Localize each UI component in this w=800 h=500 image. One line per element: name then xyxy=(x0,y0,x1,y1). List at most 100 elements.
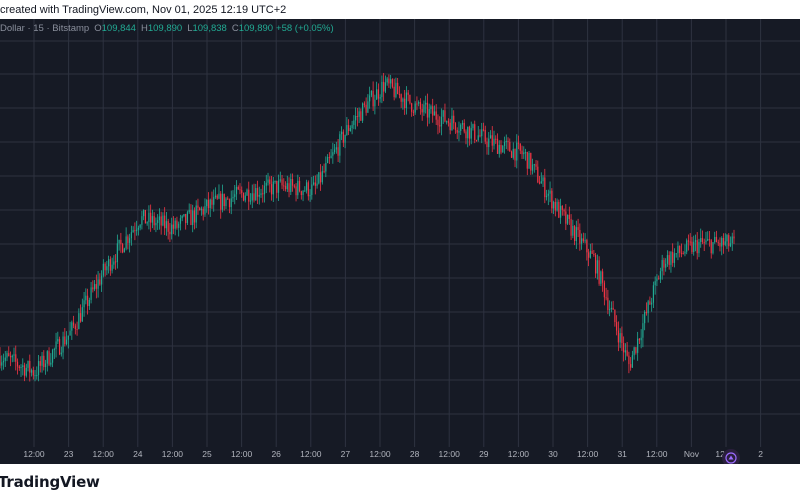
candle-up xyxy=(325,162,327,172)
candle-up xyxy=(263,185,266,195)
candle-down xyxy=(43,355,45,368)
candle-down xyxy=(538,182,541,184)
candle-up xyxy=(376,89,378,100)
candle-up xyxy=(50,362,52,365)
candle-up xyxy=(647,301,649,314)
candle-up xyxy=(340,131,343,135)
candle-up xyxy=(258,194,260,197)
candle-up xyxy=(213,197,215,205)
candle-up xyxy=(425,102,427,105)
candle-up xyxy=(139,224,141,228)
candle-down xyxy=(537,166,539,183)
candle-down xyxy=(383,81,385,92)
ohlc-legend: Dollar · 15 · Bitstamp O 109,844 H 109,8… xyxy=(0,21,334,35)
candle-up xyxy=(458,130,460,133)
candle-down xyxy=(728,235,730,247)
candle-up xyxy=(423,104,425,113)
candle-up xyxy=(374,99,376,107)
candle-down xyxy=(64,336,66,345)
candle-up xyxy=(446,121,448,123)
candle-up xyxy=(472,124,474,129)
candle-up xyxy=(631,355,633,368)
candle-down xyxy=(237,186,239,190)
low-value: 109,838 xyxy=(192,22,227,34)
candle-up xyxy=(460,124,462,131)
candle-up xyxy=(656,278,658,282)
candle-down xyxy=(628,355,630,365)
candle-up xyxy=(174,220,176,229)
candle-up xyxy=(234,194,236,197)
candle-up xyxy=(386,78,388,83)
candle-up xyxy=(405,92,408,108)
candle-up xyxy=(88,299,90,307)
candle-up xyxy=(106,266,108,271)
candle-up xyxy=(123,248,125,253)
brand-name: TradingView xyxy=(0,473,100,491)
candle-up xyxy=(200,208,203,211)
candle-up xyxy=(418,102,420,104)
candle-down xyxy=(190,210,192,225)
candle-down xyxy=(99,279,101,285)
candle-down xyxy=(679,245,681,253)
candle-down xyxy=(377,89,379,99)
x-tick-label: 12:00 xyxy=(369,449,391,459)
x-tick-label: Nov xyxy=(684,449,700,459)
candle-up xyxy=(302,190,304,196)
candle-down xyxy=(172,224,175,229)
candle-down xyxy=(256,188,259,197)
candle-down xyxy=(630,364,632,368)
candle-down xyxy=(32,370,34,376)
candle-up xyxy=(502,145,504,153)
candle-down xyxy=(479,135,481,137)
candle-down xyxy=(614,309,616,323)
candle-down xyxy=(356,115,358,117)
candle-up xyxy=(34,375,36,377)
candle-down xyxy=(495,138,497,140)
chart-panel[interactable]: 12:00 23 12:00 24 12:00 25 12:00 26 12:00 27 12:00… xyxy=(0,19,800,464)
candle-down xyxy=(691,241,693,252)
candle-down xyxy=(223,193,225,207)
candle-up xyxy=(97,279,99,289)
candle-up xyxy=(493,138,495,146)
candle-up xyxy=(684,251,686,254)
open-value: 109,844 xyxy=(101,22,136,34)
candle-up xyxy=(272,181,274,195)
candle-up xyxy=(265,182,267,186)
candle-up xyxy=(362,103,364,121)
candle-down xyxy=(404,98,406,108)
candle-down xyxy=(122,244,124,253)
candle-up xyxy=(151,216,154,223)
candle-up xyxy=(344,134,346,143)
candle-up xyxy=(318,172,320,184)
candle-down xyxy=(92,287,94,290)
candle-up xyxy=(101,275,103,285)
candle-up xyxy=(326,157,329,163)
candle-up xyxy=(637,338,639,353)
candle-up xyxy=(451,115,453,131)
candle-up xyxy=(390,79,392,84)
candle-up xyxy=(102,263,104,276)
candle-down xyxy=(672,251,674,263)
candle-up xyxy=(524,152,527,154)
candle-down xyxy=(486,141,488,148)
candle-down xyxy=(283,185,285,187)
candle-down xyxy=(199,207,201,211)
candle-up xyxy=(698,241,700,254)
candle-down xyxy=(0,356,1,366)
candle-down xyxy=(328,157,330,159)
price-chart[interactable]: 12:00 23 12:00 24 12:00 25 12:00 26 12:00 27 12:00… xyxy=(0,19,800,464)
high-value: 109,890 xyxy=(147,22,183,34)
candle-down xyxy=(421,109,423,113)
candle-up xyxy=(330,155,332,159)
candle-down xyxy=(58,339,61,355)
candle-up xyxy=(125,236,127,249)
candle-down xyxy=(593,253,595,256)
candle-up xyxy=(41,355,43,366)
candle-down xyxy=(444,110,446,122)
candle-down xyxy=(733,236,735,239)
x-tick-label: 28 xyxy=(410,449,420,459)
candle-down xyxy=(167,221,169,232)
candle-down xyxy=(270,184,273,195)
candle-down xyxy=(535,164,537,167)
candle-up xyxy=(230,198,232,208)
